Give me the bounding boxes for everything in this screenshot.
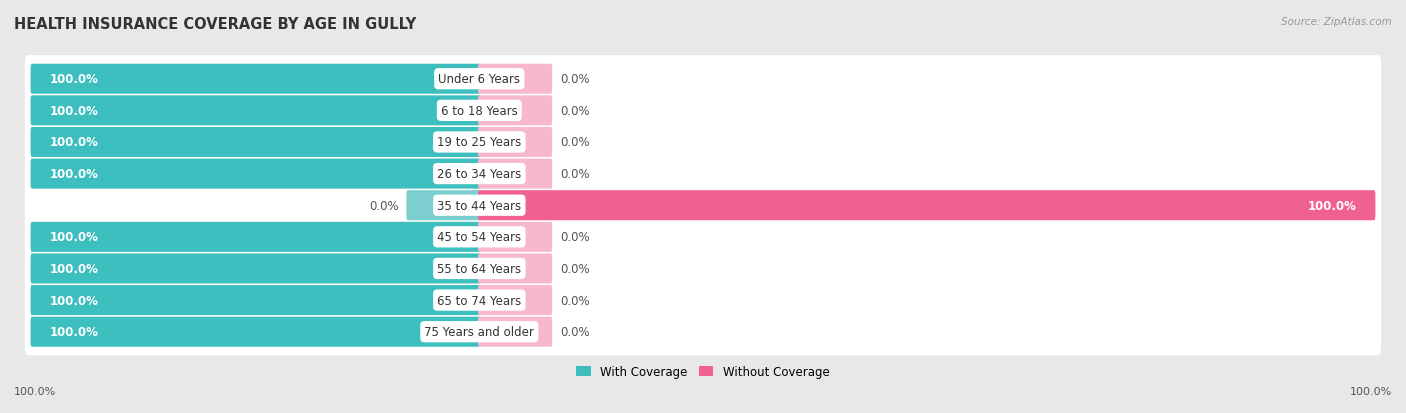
Text: 100.0%: 100.0% xyxy=(49,231,98,244)
FancyBboxPatch shape xyxy=(478,64,553,95)
FancyBboxPatch shape xyxy=(406,191,481,221)
Text: 100.0%: 100.0% xyxy=(1350,387,1392,396)
FancyBboxPatch shape xyxy=(31,96,481,126)
FancyBboxPatch shape xyxy=(25,309,1381,356)
FancyBboxPatch shape xyxy=(31,64,481,95)
FancyBboxPatch shape xyxy=(31,128,481,158)
Text: 75 Years and older: 75 Years and older xyxy=(425,325,534,338)
FancyBboxPatch shape xyxy=(25,245,1381,292)
FancyBboxPatch shape xyxy=(478,96,553,126)
Text: 19 to 25 Years: 19 to 25 Years xyxy=(437,136,522,149)
Text: HEALTH INSURANCE COVERAGE BY AGE IN GULLY: HEALTH INSURANCE COVERAGE BY AGE IN GULL… xyxy=(14,17,416,31)
FancyBboxPatch shape xyxy=(25,277,1381,324)
Text: 100.0%: 100.0% xyxy=(1308,199,1357,212)
FancyBboxPatch shape xyxy=(25,151,1381,198)
FancyBboxPatch shape xyxy=(25,88,1381,135)
FancyBboxPatch shape xyxy=(478,317,553,347)
Text: 0.0%: 0.0% xyxy=(560,73,589,86)
Text: 100.0%: 100.0% xyxy=(49,73,98,86)
FancyBboxPatch shape xyxy=(25,214,1381,261)
FancyBboxPatch shape xyxy=(25,119,1381,166)
FancyBboxPatch shape xyxy=(478,222,553,252)
Legend: With Coverage, Without Coverage: With Coverage, Without Coverage xyxy=(572,360,834,383)
Text: 100.0%: 100.0% xyxy=(49,168,98,180)
Text: 6 to 18 Years: 6 to 18 Years xyxy=(441,104,517,118)
Text: 0.0%: 0.0% xyxy=(560,325,589,338)
FancyBboxPatch shape xyxy=(31,285,481,316)
Text: 0.0%: 0.0% xyxy=(560,294,589,307)
Text: 100.0%: 100.0% xyxy=(49,294,98,307)
Text: 0.0%: 0.0% xyxy=(560,262,589,275)
Text: 35 to 44 Years: 35 to 44 Years xyxy=(437,199,522,212)
Text: 0.0%: 0.0% xyxy=(560,168,589,180)
FancyBboxPatch shape xyxy=(25,182,1381,229)
FancyBboxPatch shape xyxy=(478,191,1375,221)
Text: 0.0%: 0.0% xyxy=(560,104,589,118)
Text: 100.0%: 100.0% xyxy=(14,387,56,396)
Text: 100.0%: 100.0% xyxy=(49,104,98,118)
Text: 100.0%: 100.0% xyxy=(49,262,98,275)
FancyBboxPatch shape xyxy=(31,222,481,252)
FancyBboxPatch shape xyxy=(31,254,481,284)
FancyBboxPatch shape xyxy=(478,159,553,189)
Text: 55 to 64 Years: 55 to 64 Years xyxy=(437,262,522,275)
Text: 0.0%: 0.0% xyxy=(370,199,399,212)
Text: 0.0%: 0.0% xyxy=(560,136,589,149)
Text: 100.0%: 100.0% xyxy=(49,325,98,338)
Text: 0.0%: 0.0% xyxy=(560,231,589,244)
FancyBboxPatch shape xyxy=(25,56,1381,103)
FancyBboxPatch shape xyxy=(478,254,553,284)
FancyBboxPatch shape xyxy=(478,128,553,158)
Text: Under 6 Years: Under 6 Years xyxy=(439,73,520,86)
Text: 65 to 74 Years: 65 to 74 Years xyxy=(437,294,522,307)
FancyBboxPatch shape xyxy=(478,285,553,316)
Text: 26 to 34 Years: 26 to 34 Years xyxy=(437,168,522,180)
FancyBboxPatch shape xyxy=(31,159,481,189)
Text: 100.0%: 100.0% xyxy=(49,136,98,149)
Text: 45 to 54 Years: 45 to 54 Years xyxy=(437,231,522,244)
FancyBboxPatch shape xyxy=(31,317,481,347)
Text: Source: ZipAtlas.com: Source: ZipAtlas.com xyxy=(1281,17,1392,26)
